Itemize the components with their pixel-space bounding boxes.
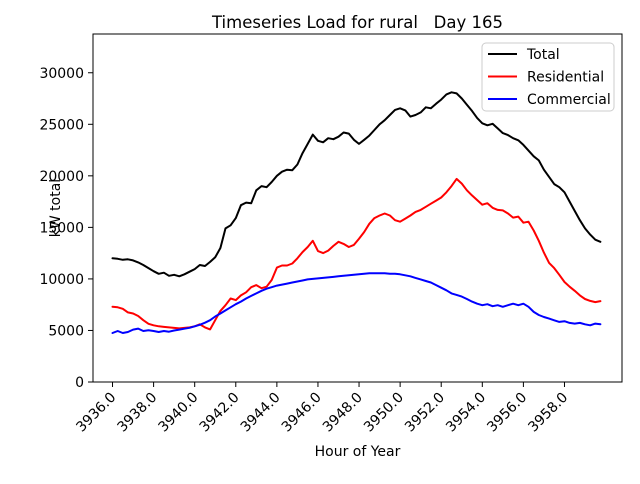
x-tick-label: 3944.0 xyxy=(238,390,284,436)
y-axis-label: kW total xyxy=(48,179,64,237)
x-tick-label: 3952.0 xyxy=(402,390,448,436)
y-tick-label: 20000 xyxy=(39,169,84,185)
y-tick-label: 5000 xyxy=(48,323,84,339)
legend-label-total: Total xyxy=(526,47,560,63)
y-tick-label: 10000 xyxy=(39,272,84,288)
x-tick-label: 3954.0 xyxy=(443,390,489,436)
y-tick-label: 0 xyxy=(75,375,84,391)
y-tick-label: 25000 xyxy=(39,117,84,133)
x-tick-label: 3936.0 xyxy=(73,390,119,436)
x-tick-label: 3946.0 xyxy=(279,390,325,436)
x-tick-label: 3938.0 xyxy=(114,390,160,436)
x-tick-label: 3942.0 xyxy=(197,390,243,436)
legend-entry-total: Total xyxy=(488,47,560,63)
x-tick-label: 3950.0 xyxy=(361,390,407,436)
series-line-commercial xyxy=(111,272,602,334)
x-axis-label: Hour of Year xyxy=(315,444,401,460)
legend-label-commercial: Commercial xyxy=(527,92,611,108)
y-tick-label: 15000 xyxy=(39,220,84,236)
legend: Total Residential Commercial xyxy=(481,42,615,112)
series-line-total xyxy=(111,91,602,278)
legend-label-residential: Residential xyxy=(527,70,604,86)
legend-frame xyxy=(481,42,615,112)
legend-entry-residential: Residential xyxy=(488,70,604,86)
x-tick-label: 3958.0 xyxy=(525,390,571,436)
x-tick-label: 3956.0 xyxy=(484,390,530,436)
plot-border xyxy=(92,33,623,383)
x-tick-label: 3948.0 xyxy=(320,390,366,436)
x-tick-label: 3940.0 xyxy=(156,390,202,436)
y-tick-label: 30000 xyxy=(39,66,84,82)
legend-entry-commercial: Commercial xyxy=(488,92,611,108)
chart-title: Timeseries Load for rural Day 165 xyxy=(211,13,503,32)
